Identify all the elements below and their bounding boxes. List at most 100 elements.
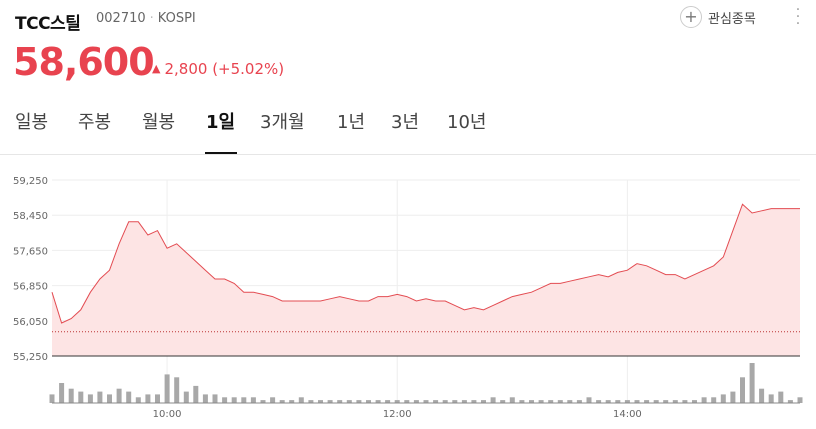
volume-bar xyxy=(49,394,55,403)
volume-bar xyxy=(375,400,381,403)
volume-bar xyxy=(481,400,486,403)
volume-bar xyxy=(97,391,103,403)
volume-bar xyxy=(87,394,93,403)
volume-bar xyxy=(576,400,582,403)
volume-bar xyxy=(308,400,314,403)
volume-bar xyxy=(634,400,640,403)
volume-bar xyxy=(164,374,170,403)
y-axis-labels: 59,250 58,450 57,650 56,850 56,050 55,250 xyxy=(13,176,48,363)
volume-bar xyxy=(452,400,458,403)
volume-bar xyxy=(787,400,793,403)
volume-bar xyxy=(212,394,218,403)
tab-1year[interactable]: 1년 xyxy=(337,112,366,133)
volume-bar xyxy=(413,400,419,403)
price-change: ▲ 2,800 (+5.02%) xyxy=(152,60,284,78)
period-tabs: 일봉 주봉 월봉 1일 3개월 1년 3년 10년 xyxy=(0,108,816,154)
volume-bar xyxy=(759,388,765,403)
volume-bar xyxy=(433,400,439,403)
volume-bar xyxy=(423,400,429,403)
y-tick-label: 55,250 xyxy=(13,352,48,363)
volume-bar xyxy=(509,397,515,403)
volume-bar xyxy=(145,394,151,403)
stock-code: 002710 xyxy=(96,11,146,26)
volume-bar xyxy=(692,400,697,403)
volume-bar xyxy=(250,397,256,403)
volume-bar xyxy=(538,400,544,403)
volume-bar xyxy=(624,400,630,403)
y-tick-label: 56,050 xyxy=(13,317,48,328)
volume-bar xyxy=(346,400,352,403)
volume-bar xyxy=(778,391,784,403)
volume-bar xyxy=(260,400,266,403)
y-tick-label: 57,650 xyxy=(13,246,48,257)
volume-bar xyxy=(327,400,333,403)
volume-bar xyxy=(797,397,803,403)
volume-bar xyxy=(529,400,534,403)
price-line xyxy=(51,203,800,324)
tab-10years[interactable]: 10년 xyxy=(447,112,487,133)
x-tick-label: 10:00 xyxy=(153,409,182,420)
volume-bar xyxy=(596,400,602,403)
volume-bar xyxy=(682,400,688,403)
stock-meta: 002710 · KOSPI xyxy=(96,11,196,26)
tab-3months[interactable]: 3개월 xyxy=(260,112,305,133)
volume-bar xyxy=(298,397,304,403)
volume-bar xyxy=(202,394,208,403)
change-amount: 2,800 xyxy=(164,60,208,78)
price-chart[interactable]: 59,250 58,450 57,650 56,850 56,050 55,250 10:… xyxy=(0,155,816,429)
volume-bar xyxy=(490,397,496,403)
volume-bar xyxy=(279,400,285,403)
volume-bar xyxy=(471,400,477,403)
tab-1day[interactable]: 1일 xyxy=(206,112,236,133)
up-triangle-icon: ▲ xyxy=(152,62,161,75)
volume-bar xyxy=(366,400,371,403)
tab-weekly[interactable]: 주봉 xyxy=(78,112,112,133)
volume-bar xyxy=(78,391,84,403)
x-tick-label: 14:00 xyxy=(613,409,642,420)
volume-bar xyxy=(461,400,467,403)
volume-bar xyxy=(68,388,74,403)
volume-bar xyxy=(394,400,400,403)
tab-daily[interactable]: 일봉 xyxy=(15,112,49,133)
tab-3years[interactable]: 3년 xyxy=(391,112,420,133)
y-tick-label: 59,250 xyxy=(13,176,48,187)
volume-bar xyxy=(116,388,122,403)
volume-bar xyxy=(768,394,774,403)
volume-bar xyxy=(193,385,199,403)
volume-bar xyxy=(135,397,141,403)
volume-bar xyxy=(720,394,726,403)
volume-bar xyxy=(567,400,573,403)
volume-bar xyxy=(701,397,707,403)
current-price: 58,600 xyxy=(13,40,155,84)
volume-bar xyxy=(711,397,717,403)
volume-bar xyxy=(59,383,65,403)
volume-bar xyxy=(605,400,611,403)
volume-bar xyxy=(270,397,276,403)
y-tick-label: 56,850 xyxy=(13,282,48,293)
volume-bar xyxy=(107,394,112,403)
volume-bar xyxy=(385,400,391,403)
volume-bar xyxy=(749,363,755,403)
volume-bar xyxy=(644,400,650,403)
volume-bar xyxy=(241,397,247,403)
volume-bar xyxy=(672,400,678,403)
more-vertical-icon[interactable]: · · · xyxy=(795,2,801,32)
volume-bar xyxy=(730,391,736,403)
tab-monthly[interactable]: 월봉 xyxy=(142,112,176,133)
volume-bar xyxy=(615,400,621,403)
y-tick-label: 58,450 xyxy=(13,211,48,222)
volume-bar xyxy=(653,400,659,403)
volume-bar xyxy=(519,400,525,403)
x-tick-label: 12:00 xyxy=(383,409,412,420)
volume-bar xyxy=(155,394,160,403)
favorite-button[interactable]: + 관심종목 xyxy=(680,6,756,28)
volume-bar xyxy=(231,397,237,403)
volume-bar xyxy=(442,400,448,403)
stock-market: KOSPI xyxy=(157,11,196,26)
volume-bar xyxy=(557,400,563,403)
volume-bar xyxy=(663,400,669,403)
x-axis-labels: 10:00 12:00 14:00 xyxy=(153,409,642,420)
separator-dot: · xyxy=(149,11,154,26)
price-area xyxy=(52,204,800,356)
volume-bar xyxy=(586,397,592,403)
